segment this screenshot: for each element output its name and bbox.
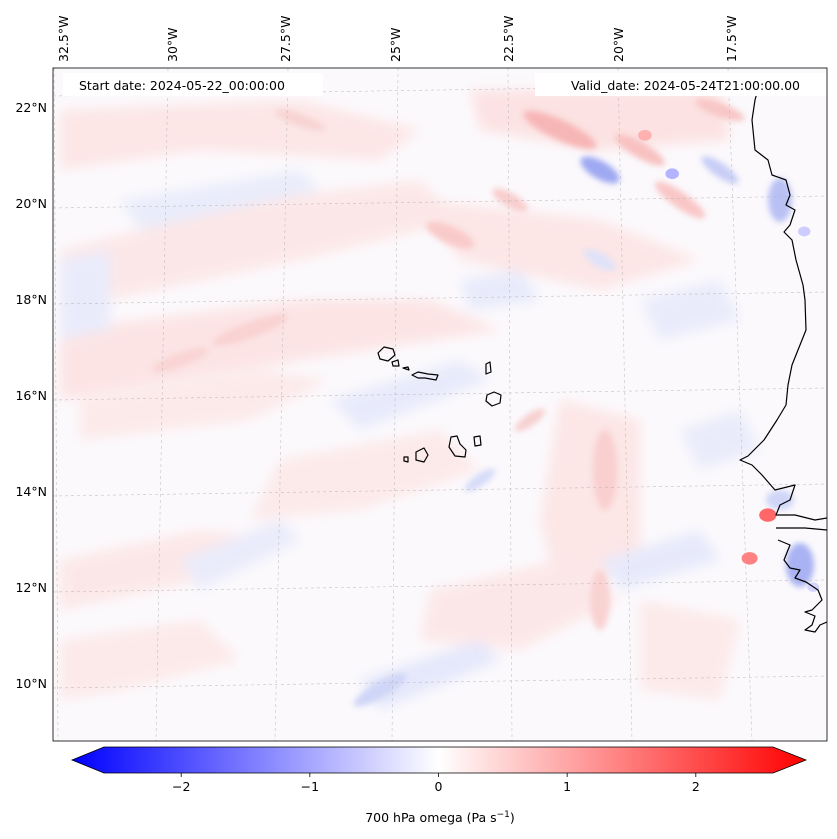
lon-label: 17.5°W	[724, 16, 739, 62]
lon-label: 30°W	[165, 27, 180, 62]
colorbar-ticks: −2 −1 0 1 2	[172, 773, 700, 794]
start-date-box	[63, 73, 323, 96]
lon-label: 25°W	[388, 27, 403, 62]
gridline-lon	[53, 68, 59, 741]
graticule	[53, 68, 827, 741]
longitude-labels: 32.5°W 30°W 27.5°W 25°W 22.5°W 20°W 17.5…	[56, 16, 739, 62]
colorbar-tick-label: 2	[692, 779, 700, 794]
africa-coastline	[739, 81, 827, 633]
island-santa-luzia	[402, 366, 410, 371]
island-sal	[485, 361, 492, 375]
colorbar-tick-label: 1	[563, 779, 571, 794]
lat-label: 14°N	[15, 484, 47, 499]
start-date-label: Start date: 2024-05-22_00:00:00	[79, 78, 285, 93]
valid-date-box	[535, 73, 827, 96]
gridline-lon	[391, 68, 399, 741]
lat-label: 16°N	[15, 388, 47, 403]
island-brava	[403, 456, 409, 463]
colorbar-title: 700 hPa omega (Pa s−1)	[365, 810, 515, 825]
colorbar-tick-label: 0	[435, 779, 443, 794]
coastline	[377, 81, 827, 633]
omega-positive-cell	[759, 508, 777, 522]
colorbar-tick-label: −2	[172, 779, 190, 794]
omega-negative-cell	[798, 226, 811, 237]
lat-label: 20°N	[15, 196, 47, 211]
colorbar-tick-label: −1	[301, 779, 319, 794]
colorbar: −2 −1 0 1 2 700 hPa omega (Pa s−1)	[70, 746, 808, 825]
island-sao-vicente	[391, 359, 400, 367]
gridline-lon	[274, 68, 289, 741]
gridline-lon	[617, 68, 633, 741]
lon-label: 32.5°W	[56, 16, 71, 62]
lat-label: 12°N	[15, 580, 47, 595]
lon-label: 20°W	[611, 27, 626, 62]
map-panel	[53, 68, 827, 741]
lon-label: 27.5°W	[278, 16, 293, 62]
gridline-lon	[507, 68, 513, 741]
island-santiago	[448, 435, 467, 458]
map-frame	[52, 67, 828, 742]
omega-negative-cell	[665, 168, 679, 180]
latitude-labels: 22°N 20°N 18°N 16°N 14°N 12°N 10°N	[15, 100, 47, 691]
island-santo-antao	[377, 346, 396, 362]
lon-label: 22.5°W	[501, 16, 516, 62]
island-maio	[473, 435, 482, 447]
island-sao-nicolau	[411, 371, 439, 381]
omega-positive-cell	[638, 129, 652, 141]
gridline-lon	[727, 68, 753, 741]
valid-date-label: Valid_date: 2024-05-24T21:00:00.00	[571, 78, 800, 93]
lat-label: 18°N	[15, 292, 47, 307]
omega-positive-cell	[741, 552, 758, 565]
gridline-lon	[155, 68, 169, 741]
lat-label: 10°N	[15, 676, 47, 691]
omega-field	[60, 90, 820, 710]
colorbar-gradient	[70, 746, 808, 774]
lat-label: 22°N	[15, 100, 47, 115]
island-boa-vista	[485, 391, 502, 407]
island-fogo	[415, 447, 429, 463]
